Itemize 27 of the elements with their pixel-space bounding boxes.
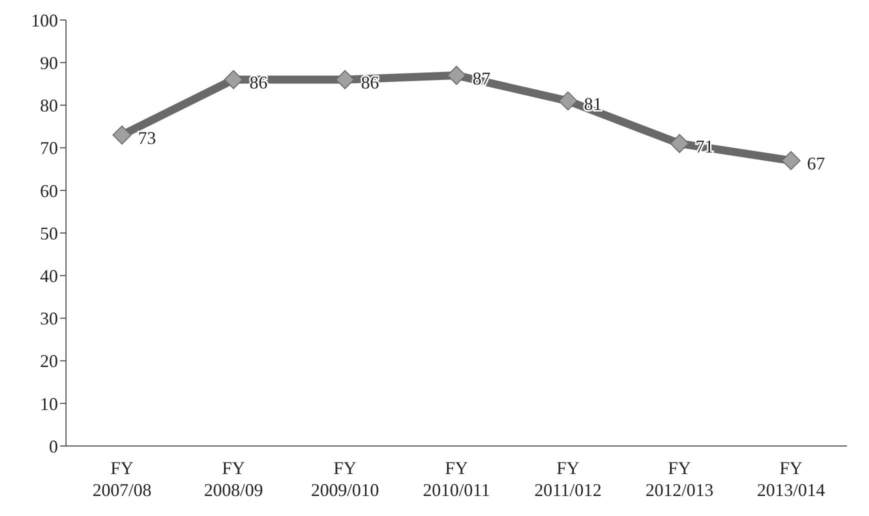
- point: [670, 134, 689, 154]
- x-tick-label: FY 2010/011: [422, 458, 490, 500]
- y-tick-label: 20: [40, 351, 58, 372]
- data-label: 67: [807, 154, 825, 174]
- y-tick-label: 70: [40, 138, 58, 158]
- point: [558, 91, 578, 110]
- y-tick-label: 90: [40, 52, 58, 73]
- point: [112, 126, 132, 145]
- y-tick-label: 40: [40, 266, 58, 286]
- point: [224, 70, 243, 90]
- x-tick-label: FY 2012/013: [645, 458, 714, 500]
- y-tick-label: 100: [31, 10, 58, 30]
- y-tick-label: 80: [40, 96, 58, 116]
- x-tick-label: FY 2007/08: [92, 458, 152, 500]
- y-tick-label: 0: [49, 436, 58, 456]
- x-tick-label: FY 2008/09: [204, 458, 264, 500]
- point: [336, 70, 354, 90]
- x-tick-label: FY 2011/012: [534, 458, 602, 500]
- data-label: 73: [138, 128, 156, 148]
- y-tick-label: 60: [40, 180, 58, 201]
- point: [447, 66, 466, 85]
- y-tick-label: 10: [40, 394, 58, 414]
- y-tick-label: 50: [40, 223, 58, 244]
- point: [782, 151, 800, 170]
- x-tick-label: FY 2013/014: [756, 458, 826, 500]
- x-tick-label: FY 2009/010: [310, 458, 380, 500]
- y-tick-label: 30: [40, 308, 58, 329]
